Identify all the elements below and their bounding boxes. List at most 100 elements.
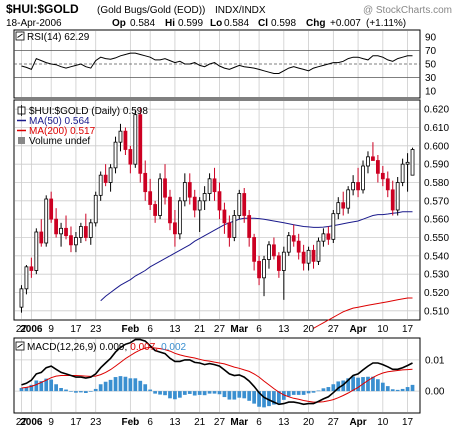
price-y-tick-label: 0.510 — [424, 306, 449, 317]
histogram-bar — [98, 384, 103, 392]
candle-body — [108, 167, 113, 183]
rsi-marks — [21, 52, 413, 74]
symbol-label: $HUI:$GOLD — [6, 2, 79, 16]
histogram-bar — [346, 378, 351, 392]
chart-header: $HUI:$GOLD (Gold Bugs/Gold (EOD)) INDX/I… — [6, 2, 452, 29]
histogram-bar — [380, 382, 385, 392]
candle-body — [410, 149, 415, 176]
candle-body — [311, 249, 316, 262]
histogram-bar — [153, 391, 157, 394]
histogram-bar — [163, 391, 167, 396]
macd-line — [21, 338, 413, 406]
rsi-grid — [14, 31, 420, 97]
histogram-bar — [79, 391, 83, 393]
histogram-bar — [138, 380, 143, 392]
rsi-legend-glyph — [17, 33, 23, 38]
chg-value: +0.007 — [330, 18, 361, 29]
candle-body — [257, 260, 261, 279]
histogram-bar — [178, 391, 182, 398]
candle-body — [291, 235, 296, 242]
candle-body — [286, 235, 291, 253]
histogram-bar — [59, 388, 63, 392]
candle-body — [133, 114, 138, 165]
chg-label: Chg — [306, 18, 325, 29]
x-tick-label: 13 — [278, 417, 290, 428]
x-tick-label: 23 — [90, 324, 102, 335]
histogram-bar — [232, 391, 237, 400]
price-panel-frame — [13, 99, 421, 321]
candle-body — [351, 182, 356, 191]
legend-entry-label: Volume undef — [29, 136, 90, 147]
x-tick-label: 6 — [256, 417, 262, 428]
chg-pct-value: (+1.11%) — [366, 18, 406, 29]
candle-body — [356, 182, 360, 191]
histogram-bar — [247, 391, 252, 401]
candle-body — [237, 193, 242, 216]
rsi-panel: 10 30 50 70 90 RSI(14) 62.29 — [13, 29, 437, 99]
candle-body — [44, 198, 49, 244]
candle-body — [341, 202, 346, 209]
x-tick-label: 13 — [169, 417, 181, 428]
candle-body — [400, 163, 405, 183]
candle-body — [103, 174, 108, 183]
candle-body — [390, 189, 395, 211]
candle-body — [212, 178, 217, 193]
histogram-bar — [182, 391, 187, 395]
hi-value: 0.599 — [178, 18, 203, 29]
histogram-bar — [405, 387, 410, 392]
candle-body — [153, 204, 158, 216]
candle-body — [74, 237, 78, 246]
price-y-tick-label: 0.610 — [424, 123, 449, 134]
candle-body — [113, 141, 118, 169]
candle-body — [301, 251, 306, 264]
histogram-bar — [54, 384, 58, 392]
histogram-bar — [74, 391, 78, 393]
x-tick-label: 10 — [377, 324, 389, 335]
price-y-tick-label: 0.560 — [424, 215, 449, 226]
x-tick-label: 2006 — [20, 324, 43, 335]
candle-body — [93, 194, 98, 224]
histogram-bar — [376, 379, 380, 392]
candle-body — [98, 174, 103, 196]
price-y-tick-label: 0.550 — [424, 233, 449, 244]
histogram-bar — [83, 391, 88, 393]
x-tick-label: 9 — [48, 324, 54, 335]
x-tick-label: 17 — [402, 324, 414, 335]
histogram-bar — [306, 391, 311, 394]
price-y-axis: 0.510 0.520 0.530 0.540 0.550 0.560 0.570 0.580… — [424, 105, 449, 318]
candle-body — [321, 233, 326, 242]
histogram-bar — [168, 391, 172, 399]
hi-label: Hi — [165, 18, 175, 29]
lo-value: 0.584 — [224, 18, 249, 29]
x-tick-label: 17 — [70, 417, 82, 428]
x-tick-label: 10 — [377, 417, 389, 428]
histogram-bar — [267, 391, 271, 407]
candle-body — [59, 227, 63, 235]
macd-hist-value: 0.002 — [161, 342, 186, 353]
histogram-bar — [39, 381, 44, 392]
symbol-name: (Gold Bugs/Gold (EOD)) — [97, 5, 205, 16]
histogram-bar — [108, 379, 113, 392]
macd-y-axis: 0.00 0.01 — [425, 355, 445, 397]
x-tick-label: 6 — [256, 324, 262, 335]
x-tick-label: 27 — [328, 324, 340, 335]
histogram-bar — [207, 391, 212, 394]
candle-body — [395, 182, 400, 211]
legend-swatch-volume — [18, 137, 25, 144]
price-y-tick-label: 0.530 — [424, 270, 449, 281]
candle-body — [143, 172, 148, 193]
candle-body — [64, 227, 68, 237]
histogram-bar — [173, 391, 177, 400]
candle-body — [168, 196, 172, 224]
candle-body — [371, 156, 375, 161]
histogram-bar — [93, 388, 98, 392]
candle-body — [192, 196, 197, 211]
rsi-line — [21, 52, 413, 74]
histogram-bar — [103, 381, 108, 392]
watermark-text: @ StockCharts.com — [363, 5, 452, 16]
histogram-bar — [44, 378, 49, 392]
candle-body — [83, 226, 88, 238]
